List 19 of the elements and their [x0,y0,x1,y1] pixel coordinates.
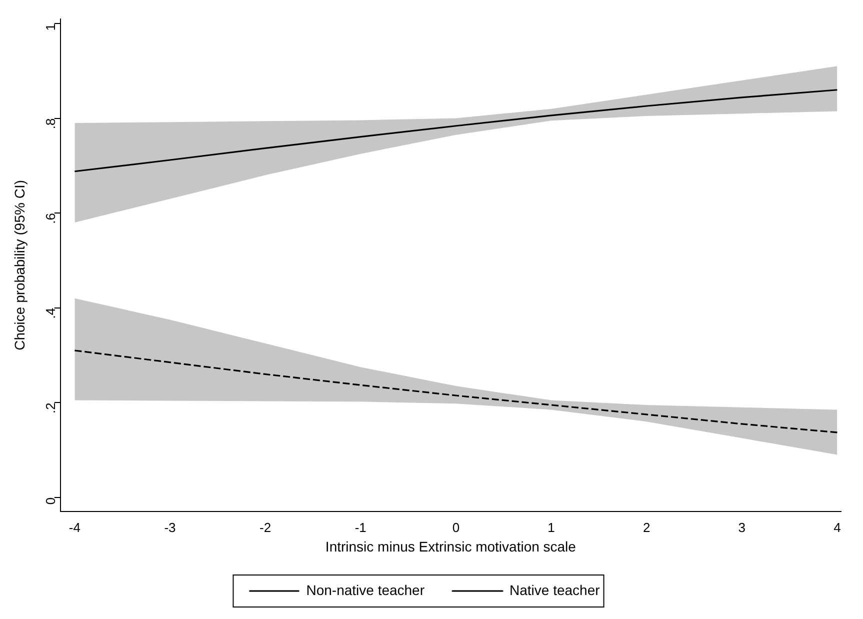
y-axis-title: Choice probability (95% CI) [11,180,28,350]
x-tick-label: 3 [738,520,746,535]
x-axis-title: Intrinsic minus Extrinsic motivation scale [325,538,576,554]
x-tick-label: 1 [548,520,555,535]
x-tick-label: 0 [452,520,460,535]
x-tick-label: -3 [164,520,176,535]
x-tick-label: 4 [834,520,841,535]
x-tick-label: -2 [260,520,272,535]
y-tick-label: 0 [42,497,58,505]
x-tick-label: -4 [68,520,80,535]
y-tick-label: .6 [42,213,58,224]
x-tick-label: -1 [354,520,366,535]
legend-label: Native teacher [510,582,600,598]
y-tick-label: .4 [42,308,58,319]
y-tick-label: .2 [42,402,58,414]
y-tick-label: .8 [42,118,58,130]
legend-label: Non-native teacher [306,582,425,598]
y-tick-label: 1 [42,24,58,31]
x-tick-label: 2 [642,520,650,535]
